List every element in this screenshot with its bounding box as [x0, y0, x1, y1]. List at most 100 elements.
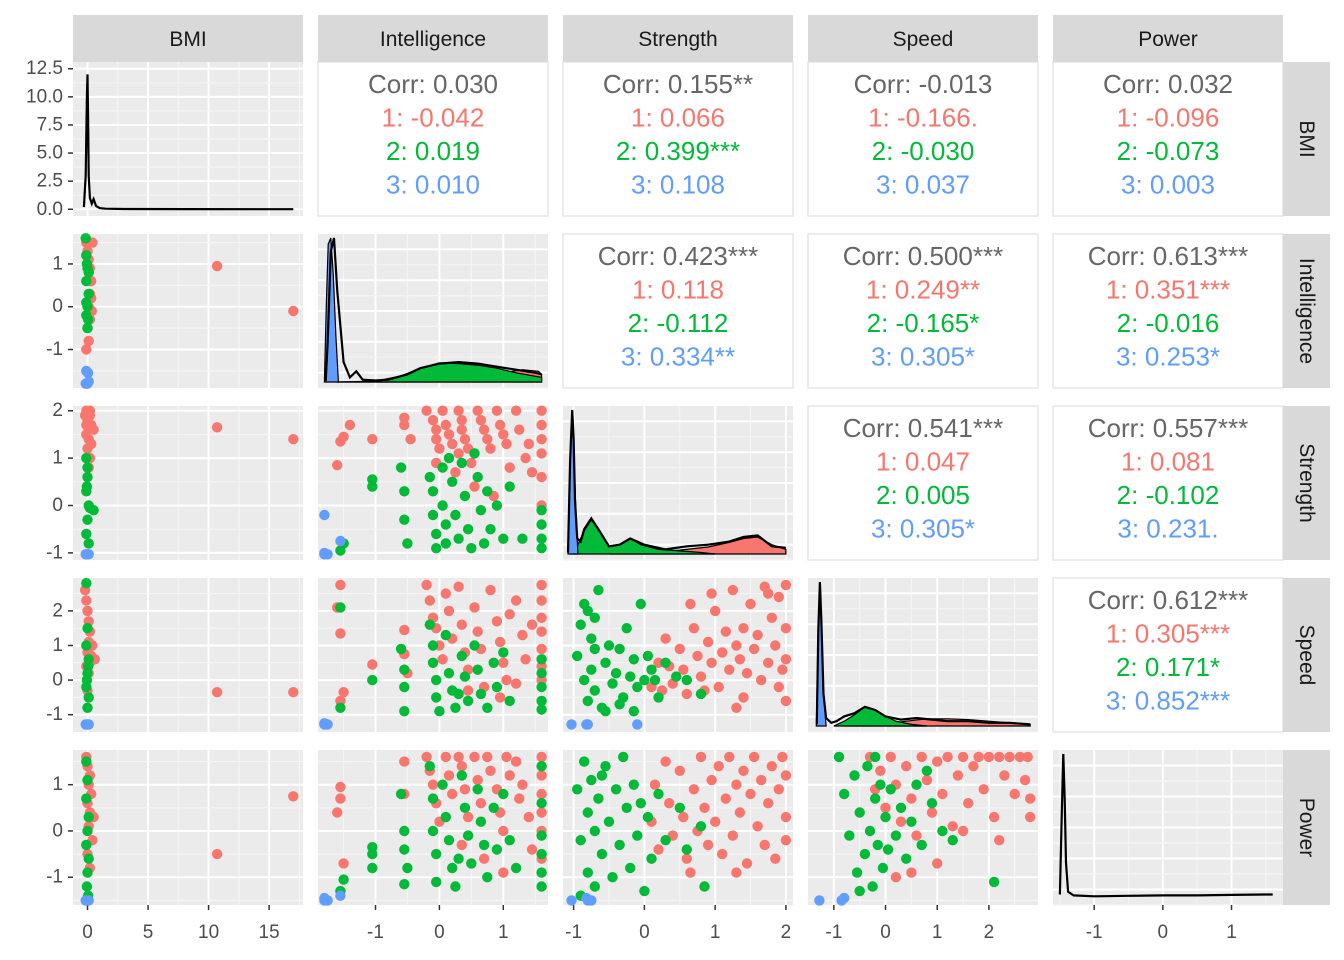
row-strip [1283, 406, 1330, 560]
correlation-overall: Corr: 0.032 [1103, 69, 1233, 99]
scatter-point-group-1 [498, 867, 509, 878]
scatter-point-group-1 [745, 598, 756, 610]
scatter-point-group-1 [456, 415, 467, 426]
correlation-group-2: 2: 0.171* [1116, 652, 1220, 682]
column-strip [73, 15, 303, 62]
scatter-point-group-2 [603, 640, 615, 651]
scatter-point-group-1 [536, 770, 547, 781]
x-tick-label: 0 [434, 922, 445, 943]
scatter-point-group-2 [453, 853, 464, 864]
row-strip [1283, 750, 1330, 905]
scatter-point-group-1 [983, 751, 995, 763]
scatter-point-group-2 [649, 674, 661, 686]
scatter-point-group-1 [766, 761, 777, 772]
scatter-point-group-1 [999, 770, 1010, 781]
scatter-point-group-2 [83, 853, 94, 864]
scatter-point-group-2 [450, 509, 461, 521]
scatter-point-group-2 [536, 830, 547, 841]
y-tick-label: 2 [52, 600, 63, 621]
scatter-point-group-1 [491, 405, 503, 416]
scatter-point-group-2 [947, 835, 958, 846]
scatter-point-group-1 [875, 765, 886, 776]
scatter-point-group-2 [586, 774, 597, 786]
scatter-point-group-1 [738, 765, 749, 776]
scatter-point-group-2 [851, 867, 863, 878]
column-strip-label: Strength [638, 28, 717, 51]
scatter-point-group-2 [610, 784, 622, 795]
x-tick-label: 1 [710, 922, 721, 943]
scatter-point-group-2 [536, 519, 547, 530]
scatter-point-group-1 [756, 674, 767, 686]
scatter-point-group-2 [586, 633, 597, 644]
scatter-point-group-3 [566, 719, 577, 730]
scatter-point-group-1 [895, 816, 907, 827]
scatter-point-group-1 [475, 798, 487, 809]
scatter-point-group-2 [596, 770, 608, 781]
scatter-point-group-1 [510, 595, 522, 606]
scatter-point-group-1 [664, 798, 675, 809]
scatter-point-group-1 [453, 581, 464, 592]
x-tick-label: 0 [82, 922, 93, 943]
correlation-overall: Corr: 0.541*** [843, 413, 1003, 443]
correlation-group-2: 2: -0.112 [628, 308, 729, 338]
scatter-point-group-1 [514, 793, 525, 804]
scatter-point-group-2 [579, 598, 590, 610]
scatter-point-group-2 [607, 872, 618, 883]
scatter-point-group-1 [780, 770, 792, 781]
correlation-group-3: 3: 0.852*** [1106, 686, 1230, 716]
column-strip [563, 15, 793, 62]
scatter-point-group-1 [770, 853, 781, 864]
scatter-point-group-1 [720, 793, 731, 804]
correlation-group-1: 1: 0.305*** [1106, 619, 1230, 649]
scatter-point-group-2 [84, 502, 96, 514]
scatter-point-group-2 [459, 802, 471, 813]
scatter-point-group-1 [437, 654, 448, 665]
scatter-point-group-2 [614, 839, 625, 851]
scatter-point-group-2 [475, 816, 487, 827]
y-tick-label: 0.0 [37, 199, 63, 220]
scatter-point-group-1 [478, 853, 490, 864]
scatter-point-group-1 [421, 579, 432, 591]
scatter-point-group-2 [582, 867, 593, 878]
scatter-point-group-2 [833, 751, 845, 763]
scatter-point-group-2 [443, 668, 455, 679]
scatter-point-group-1 [447, 788, 458, 800]
scatter-point-group-2 [462, 524, 474, 535]
correlation-group-1: 1: 0.118 [632, 275, 724, 305]
scatter-point-group-2 [844, 830, 855, 841]
x-tick-label: 2 [781, 922, 792, 943]
x-tick-label: 15 [259, 922, 280, 943]
scatter-point-group-1 [472, 774, 483, 786]
scatter-point-group-2 [81, 452, 92, 464]
scatter-point-group-2 [395, 462, 407, 473]
scatter-point-group-1 [482, 751, 493, 763]
scatter-point-group-2 [607, 678, 618, 689]
scatter-point-group-2 [367, 848, 378, 860]
scatter-point-group-2 [632, 830, 643, 841]
scatter-point-group-3 [581, 719, 592, 730]
scatter-point-group-2 [536, 848, 547, 860]
correlation-group-2: 2: 0.019 [386, 136, 480, 166]
scatter-point-group-3 [81, 549, 93, 560]
correlation-group-3: 3: 0.108 [631, 170, 725, 200]
correlation-group-2: 2: -0.016 [1117, 308, 1220, 338]
scatter-point-group-2 [614, 699, 625, 710]
scatter-point-group-1 [674, 765, 685, 776]
scatter-point-group-2 [431, 848, 442, 860]
panel-grid [808, 578, 1038, 733]
scatter-point-group-2 [482, 702, 493, 713]
scatter-point-group-2 [488, 657, 499, 668]
row-strip-label: Intelligence [1295, 258, 1318, 364]
scatter-point-group-2 [82, 867, 93, 878]
correlation-group-2: 2: 0.005 [876, 480, 970, 510]
scatter-point-group-2 [395, 788, 407, 800]
scatter-point-group-2 [635, 598, 646, 610]
scatter-point-group-1 [748, 643, 760, 655]
row-strip [1283, 234, 1330, 388]
scatter-point-group-2 [427, 793, 439, 804]
scatter-point-group-1 [459, 784, 471, 795]
scatter-point-group-2 [367, 862, 378, 874]
scatter-point-group-2 [498, 647, 509, 658]
scatter-point-group-2 [603, 816, 615, 827]
scatter-point-group-1 [1009, 788, 1020, 800]
